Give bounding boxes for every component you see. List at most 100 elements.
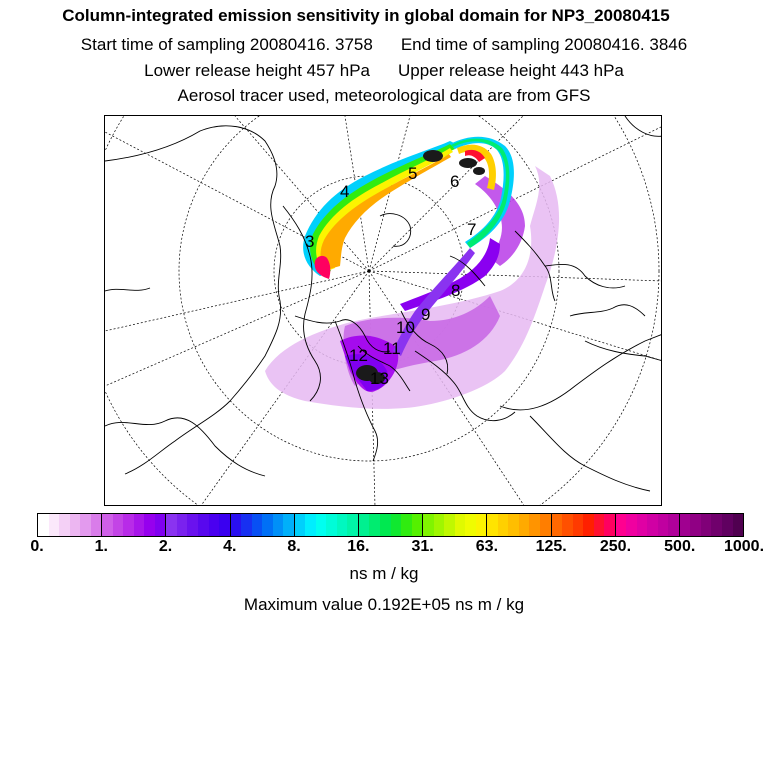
colorbar-swatch (90, 514, 103, 536)
colorbar-swatch (690, 514, 701, 536)
release-height-line: Lower release height 457 hPa Upper releas… (0, 61, 768, 81)
colorbar-swatch (657, 514, 669, 536)
colorbar-swatch (251, 514, 263, 536)
colorbar-swatch (69, 514, 81, 536)
maximum-value-text: Maximum value 0.192E+05 ns m / kg (243, 595, 525, 614)
colorbar-swatch (176, 514, 188, 536)
colorbar-swatch (112, 514, 124, 536)
colorbar-swatch (187, 514, 198, 536)
colorbar-swatch (272, 514, 284, 536)
colorbar-swatch (572, 514, 584, 536)
sensitivity-field (265, 136, 560, 409)
colorbar-swatch (444, 514, 455, 536)
colorbar-swatch (551, 514, 563, 536)
colorbar (37, 513, 744, 537)
colorbar-swatch (615, 514, 627, 536)
colorbar-swatch (166, 514, 177, 536)
colorbar-tick-label: 125. (535, 538, 567, 555)
colorbar-tick-label: 16. (347, 538, 370, 555)
traj-label-5: 5 (408, 164, 417, 183)
colorbar-swatch (369, 514, 380, 536)
colorbar-tick-labels: 0. 1. 2. 4. 8. 16. 31. 63. 125. 250. 500. 1000. (0, 538, 768, 560)
colorbar-swatch (38, 514, 49, 536)
colorbar-swatch (390, 514, 402, 536)
colorbar-swatch (262, 514, 273, 536)
traj-label-7: 7 (467, 220, 476, 239)
colorbar-swatch (305, 514, 316, 536)
colorbar-swatch (636, 514, 648, 536)
colorbar-swatch (604, 514, 616, 536)
colorbar-swatch (133, 514, 145, 536)
traj-label-13: 13 (370, 369, 389, 388)
colorbar-swatch (197, 514, 209, 536)
colorbar-swatch (123, 514, 134, 536)
plot-title: Column-integrated emission sensitivity i… (62, 6, 670, 25)
colorbar-swatch (508, 514, 519, 536)
start-time-text: Start time of sampling 20080416. 3758 (80, 35, 373, 54)
colorbar-swatch (732, 514, 744, 536)
colorbar-swatch (315, 514, 327, 536)
upper-release-text: Upper release height 443 hPa (398, 61, 624, 80)
sampling-time-line: Start time of sampling 20080416. 3758 End… (0, 35, 768, 55)
colorbar-swatch (626, 514, 637, 536)
traj-label-11: 11 (383, 339, 401, 358)
colorbar-swatch (475, 514, 488, 536)
colorbar-swatch (497, 514, 509, 536)
colorbar-swatch (529, 514, 540, 536)
colorbar-swatch (208, 514, 220, 536)
colorbar-swatch (593, 514, 605, 536)
traj-label-8: 8 (451, 281, 460, 300)
colorbar-swatch (219, 514, 231, 536)
colorbar-tick-label: 2. (158, 538, 173, 555)
colorbar-swatch (423, 514, 434, 536)
traj-label-12: 12 (349, 346, 368, 365)
colorbar-swatch (80, 514, 91, 536)
colorbar-tick-label: 63. (475, 538, 499, 555)
colorbar-swatch (294, 514, 306, 536)
coastlines (105, 116, 661, 492)
colorbar-swatch (668, 514, 680, 536)
colorbar-tick-label: 250. (599, 538, 632, 555)
colorbar-swatch (711, 514, 722, 536)
map-canvas: 3 4 5 6 7 8 9 10 11 12 13 (105, 116, 661, 505)
colorbar-swatch (679, 514, 691, 536)
colorbar-swatch (347, 514, 359, 536)
traj-label-3: 3 (305, 232, 314, 251)
colorbar-swatch (647, 514, 658, 536)
traj-label-10: 10 (396, 318, 415, 337)
colorbar-tick-label: 500. (664, 538, 696, 555)
colorbar-swatch (562, 514, 573, 536)
colorbar-swatch (411, 514, 424, 536)
colorbar-swatch (48, 514, 60, 536)
tracer-info-text: Aerosol tracer used, meteorological data… (177, 86, 591, 105)
colorbar-swatch (241, 514, 252, 536)
colorbar-unit: ns m / kg (349, 564, 419, 583)
colorbar-swatch (433, 514, 445, 536)
colorbar-tick-label: 31. (411, 538, 434, 555)
colorbar-tick-label: 0. (30, 538, 44, 555)
colorbar-swatch (326, 514, 337, 536)
colorbar-tick-label: 1. (94, 538, 108, 555)
traj-label-9: 9 (421, 305, 430, 324)
colorbar-swatch (487, 514, 498, 536)
end-time-text: End time of sampling 20080416. 3846 (400, 35, 688, 54)
colorbar-swatch (401, 514, 412, 536)
colorbar-swatch (144, 514, 155, 536)
colorbar-swatch (283, 514, 295, 536)
colorbar-swatch (465, 514, 476, 536)
colorbar-tick-label: 4. (223, 538, 237, 555)
colorbar-swatch (700, 514, 712, 536)
colorbar-swatch (102, 514, 113, 536)
colorbar-swatch (518, 514, 530, 536)
colorbar-swatch (59, 514, 70, 536)
trajectory-labels: 3 4 5 6 7 8 9 10 11 12 13 (305, 164, 476, 388)
colorbar-swatch (336, 514, 348, 536)
colorbar-swatch (722, 514, 733, 536)
colorbar-tick-label: 1000. (723, 538, 765, 555)
colorbar-swatch (358, 514, 370, 536)
colorbar-swatch (583, 514, 594, 536)
traj-label-4: 4 (340, 182, 349, 201)
lower-release-text: Lower release height 457 hPa (144, 61, 370, 80)
sensitivity-map: 3 4 5 6 7 8 9 10 11 12 13 (104, 115, 662, 506)
colorbar-swatch (230, 514, 242, 536)
